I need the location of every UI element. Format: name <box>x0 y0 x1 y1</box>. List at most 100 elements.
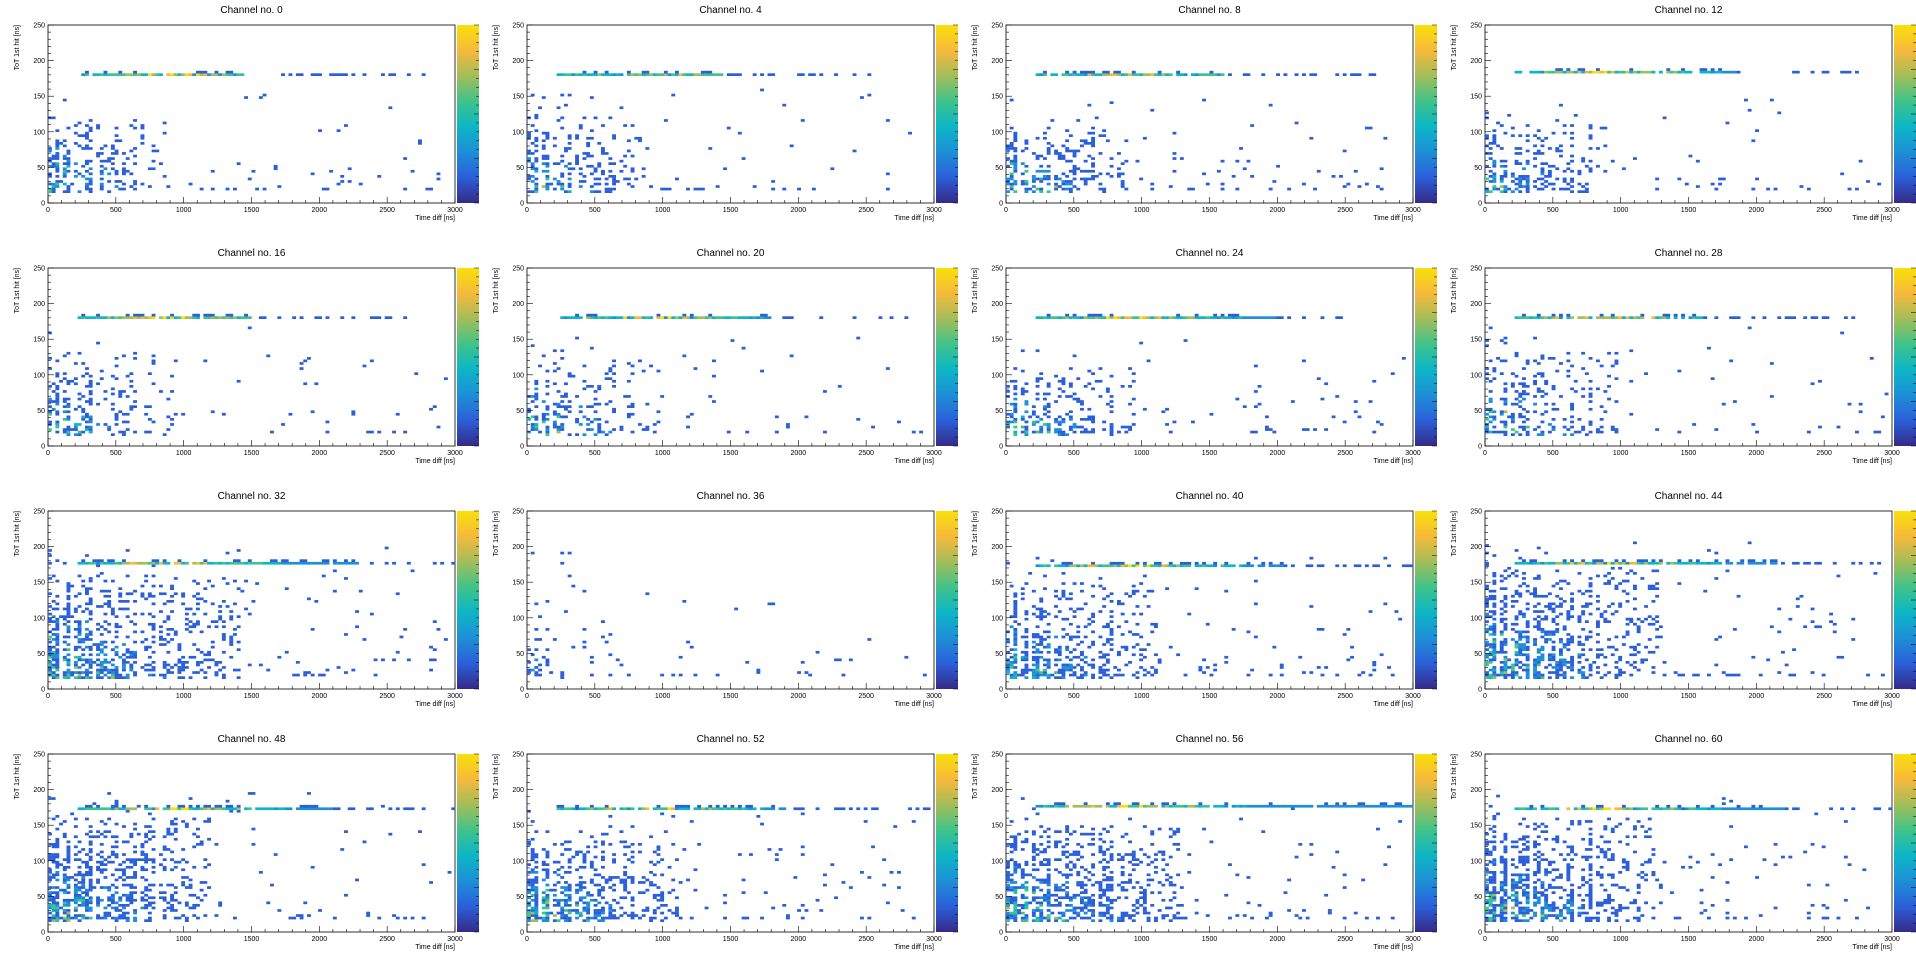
heatmap-bin <box>556 162 561 165</box>
heatmap-bin <box>110 433 115 436</box>
heatmap-bin <box>1013 433 1018 436</box>
heatmap-bin <box>1191 316 1195 319</box>
heatmap-bin <box>1031 668 1036 672</box>
heatmap-bin <box>188 620 193 623</box>
heatmap-bin <box>1651 316 1656 319</box>
heatmap-bin <box>384 316 389 319</box>
heatmap-bin <box>534 666 539 669</box>
heatmap-bin <box>1061 433 1066 436</box>
heatmap-bin <box>66 625 71 629</box>
heatmap-bin <box>1596 70 1600 74</box>
heatmap-bin <box>85 415 89 419</box>
channel-panel: Channel no. 80 500 1000 1500 2000 2500 3000050… <box>972 5 1437 222</box>
heatmap-bin <box>358 182 363 186</box>
heatmap-bin <box>192 655 197 659</box>
heatmap-bin <box>1102 187 1107 191</box>
heatmap-bin <box>303 673 308 677</box>
heatmap-bin <box>1109 395 1114 398</box>
y-tick-label: 200 <box>33 544 45 551</box>
heatmap-bin <box>140 313 145 317</box>
heatmap-bin <box>1083 661 1088 664</box>
heatmap-bin <box>1588 407 1593 411</box>
heatmap-bin <box>73 423 78 426</box>
heatmap-bin <box>1087 622 1092 626</box>
heatmap-bin <box>55 425 60 429</box>
heatmap-bin <box>1124 73 1129 76</box>
heatmap-bin <box>1379 423 1384 426</box>
y-axis-title: ToT 1st hit [ns] <box>14 25 21 70</box>
heatmap-bin <box>1043 405 1047 408</box>
heatmap-bin <box>1057 177 1062 181</box>
heatmap-bin <box>210 658 215 662</box>
heatmap-bin <box>1655 177 1660 181</box>
heatmap-bin <box>1224 316 1229 319</box>
heatmap-bin <box>1057 653 1062 657</box>
y-tick-label: 250 <box>33 509 45 516</box>
heatmap-bin <box>1120 180 1125 183</box>
heatmap-bin <box>1043 564 1047 568</box>
heatmap-bin <box>1276 164 1280 168</box>
heatmap-bin <box>1068 597 1073 601</box>
heatmap-bins <box>48 546 456 679</box>
heatmap-bin <box>1057 423 1062 426</box>
heatmap-bin <box>564 382 568 386</box>
heatmap-bin <box>151 149 156 153</box>
heatmap-bin <box>429 668 433 672</box>
heatmap-bin <box>258 96 263 99</box>
heatmap-bin <box>107 600 112 603</box>
heatmap-bin <box>96 154 100 158</box>
heatmap-bin <box>545 131 550 135</box>
heatmap-bin <box>214 661 219 664</box>
heatmap-bin <box>181 668 186 672</box>
heatmap-bin <box>1031 655 1036 659</box>
heatmap-bin <box>207 313 211 317</box>
heatmap-bin <box>133 147 137 150</box>
heatmap-bin <box>196 602 200 606</box>
heatmap-bin <box>1492 633 1497 636</box>
heatmap-bin <box>1540 433 1545 436</box>
heatmap-bin <box>51 116 56 120</box>
heatmap-bin <box>1013 620 1018 623</box>
x-tick-label: 3000 <box>447 450 463 457</box>
heatmap-bin <box>1540 177 1545 181</box>
y-tick-label: 100 <box>512 372 524 379</box>
heatmap-bin <box>1320 628 1325 631</box>
x-tick-label: 1500 <box>723 693 739 700</box>
heatmap-bin <box>541 354 546 358</box>
heatmap-bin <box>604 420 609 424</box>
heatmap-bin <box>66 402 71 406</box>
heatmap-bin <box>133 316 137 319</box>
heatmap-bin <box>552 420 557 424</box>
heatmap-bin <box>1518 645 1523 649</box>
x-tick-label: 0 <box>525 693 529 700</box>
heatmap-bin <box>355 561 359 565</box>
heatmap-bin <box>545 162 550 165</box>
heatmap-bin <box>1551 187 1556 191</box>
heatmap-bin <box>181 561 186 565</box>
heatmap-bin <box>1117 653 1121 657</box>
heatmap-bin <box>144 638 149 641</box>
heatmap-bin <box>1503 628 1508 631</box>
heatmap-bin <box>1562 177 1567 181</box>
heatmap-bin <box>85 673 89 677</box>
heatmap-bin <box>1503 671 1508 674</box>
heatmap-bin <box>118 673 123 677</box>
heatmap-bin <box>1577 169 1582 173</box>
heatmap-bin <box>99 147 104 150</box>
heatmap-bin <box>1573 70 1578 74</box>
heatmap-bin <box>1035 377 1040 380</box>
heatmap-bin <box>1503 425 1508 429</box>
heatmap-bin <box>144 405 149 408</box>
heatmap-bin <box>1499 673 1504 677</box>
heatmap-bin <box>73 382 78 386</box>
heatmap-bin <box>1518 648 1523 651</box>
channel-panel: Channel no. 400 500 1000 1500 2000 2500 300005… <box>972 491 1437 708</box>
heatmap-bin <box>85 182 89 186</box>
x-tick-label: 500 <box>1068 207 1080 214</box>
heatmap-bin <box>77 630 82 634</box>
heatmap-bin <box>1046 164 1051 168</box>
heatmap-bin <box>136 313 141 317</box>
heatmap-bin <box>81 640 86 644</box>
heatmap-bin <box>48 157 52 160</box>
heatmap-bin <box>593 182 598 186</box>
